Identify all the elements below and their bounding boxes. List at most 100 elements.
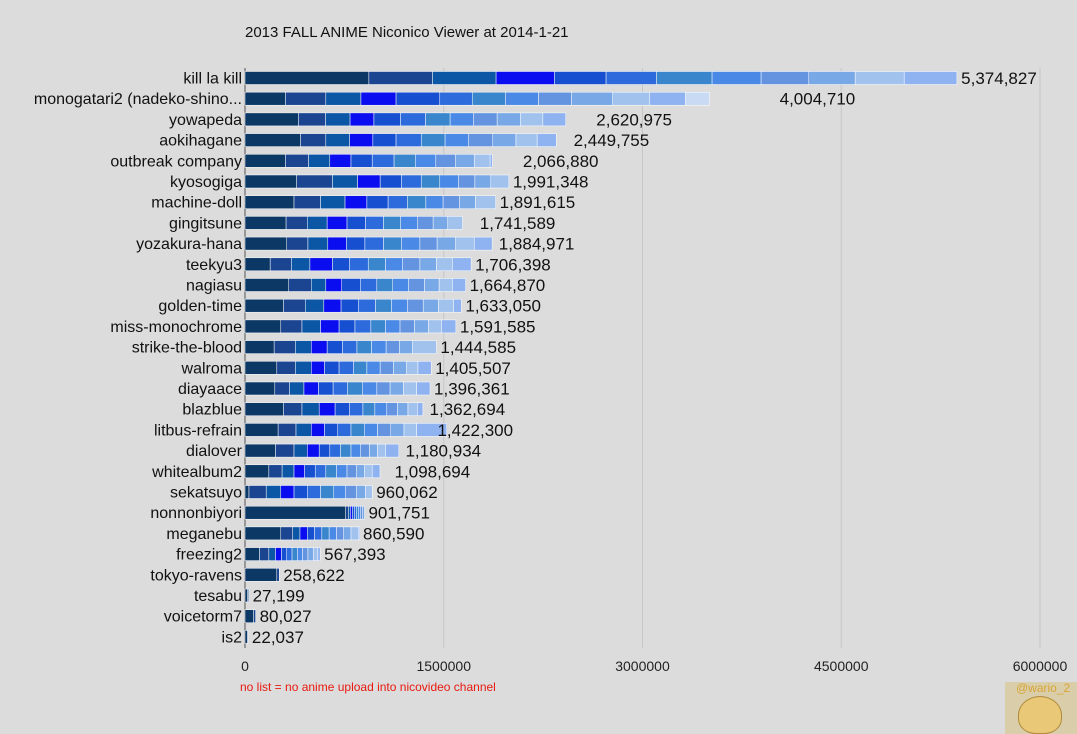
bar-segment [416,423,447,437]
bar-segment [473,112,498,127]
category-label: golden-time [158,298,242,315]
bar-segment [332,257,350,272]
value-label: 22,037 [252,628,304,647]
bar-segment [371,154,395,168]
bar-segment [656,71,713,85]
value-label: 80,027 [260,607,312,626]
value-label: 258,622 [283,566,344,585]
bar-segment [320,195,346,209]
bar-segment [301,402,320,416]
bar-segment [379,361,394,375]
bar-segment [291,547,298,561]
bar-segment [419,257,437,272]
bar-segment [903,71,958,85]
bar-segment [425,195,444,209]
bar-segment [347,381,363,396]
bar-segment [365,216,384,230]
bar-segment [311,340,328,354]
bar-segment [390,423,405,437]
bar-segment [308,154,331,168]
value-label: 4,004,710 [780,90,856,109]
bar-segment [293,195,321,209]
footnote: no list = no anime upload into nicovideo… [240,680,496,694]
bar-segment [369,443,378,458]
bar-segment [307,443,320,458]
category-label: is2 [222,629,243,646]
bar-segment [350,423,365,437]
bar-segment [403,423,417,437]
bar-segment [385,319,401,334]
category-label: aokihagane [159,133,242,150]
bar-segment [447,216,463,230]
bar-segment [302,547,309,561]
bar-segment [649,91,686,106]
value-label: 5,374,827 [961,69,1037,88]
bar-segment [280,485,295,499]
bar-segment [414,319,429,334]
bar-segment [323,298,342,313]
bar-segment [341,278,361,292]
bar-segment [538,91,572,106]
bar-segment [571,91,613,106]
bar-segment [311,361,325,375]
bar-segment [435,154,456,168]
bar-segment [295,361,312,375]
bar-segment [244,174,297,189]
category-label: machine-doll [151,195,242,212]
bar-segment [244,154,286,168]
bar-segment [417,402,424,416]
bar-segment [325,133,350,147]
bar-segment [343,526,352,541]
bar-segment [444,133,469,147]
bar-segment [400,112,426,127]
bar-segment [393,154,416,168]
bar-segment [496,112,521,127]
bar-segment [307,485,321,499]
value-label: 1,362,694 [430,400,506,419]
bar-segment [400,216,418,230]
bar-segment [420,133,446,147]
bar-segment [356,505,359,520]
bar-segment [244,195,295,209]
category-label: voicetorm7 [164,609,242,626]
bar-segment [244,423,279,437]
bar-segment [492,133,517,147]
bar-segment [276,568,280,582]
category-label: dialover [186,443,243,460]
bar-segment [317,547,321,561]
bar-segment [360,505,363,520]
bar-segment [389,381,404,396]
bar-segment [362,505,365,520]
value-label: 1,664,870 [470,276,546,295]
bar-segment [356,340,372,354]
bar-segment [244,381,276,396]
bar-segment [385,340,400,354]
bar-segment [327,236,347,251]
category-label: tesabu [194,588,242,605]
bar-segment [362,381,378,396]
value-label: 860,590 [363,524,424,543]
value-label: 27,199 [253,587,305,606]
bar-segment [244,630,248,644]
bar-segment [449,112,474,127]
category-label: walroma [181,360,243,377]
bar-segment [406,361,419,375]
category-label: sekatsuyo [170,485,242,502]
bar-segment [280,319,303,334]
bar-segment [286,236,309,251]
bar-segment [346,464,357,479]
bar-segment [554,71,607,85]
bar-segment [307,526,315,541]
bar-segment [285,154,309,168]
value-label: 1,444,585 [440,338,516,357]
bar-segment [419,236,438,251]
bar-segment [291,257,311,272]
bar-segment [373,112,401,127]
bar-segment [358,526,360,541]
bar-segment [307,236,329,251]
bar-segment [348,505,351,520]
bar-segment [452,278,466,292]
category-label: gingitsune [169,215,242,232]
bar-segment [474,174,492,189]
bar-segment [357,174,381,189]
